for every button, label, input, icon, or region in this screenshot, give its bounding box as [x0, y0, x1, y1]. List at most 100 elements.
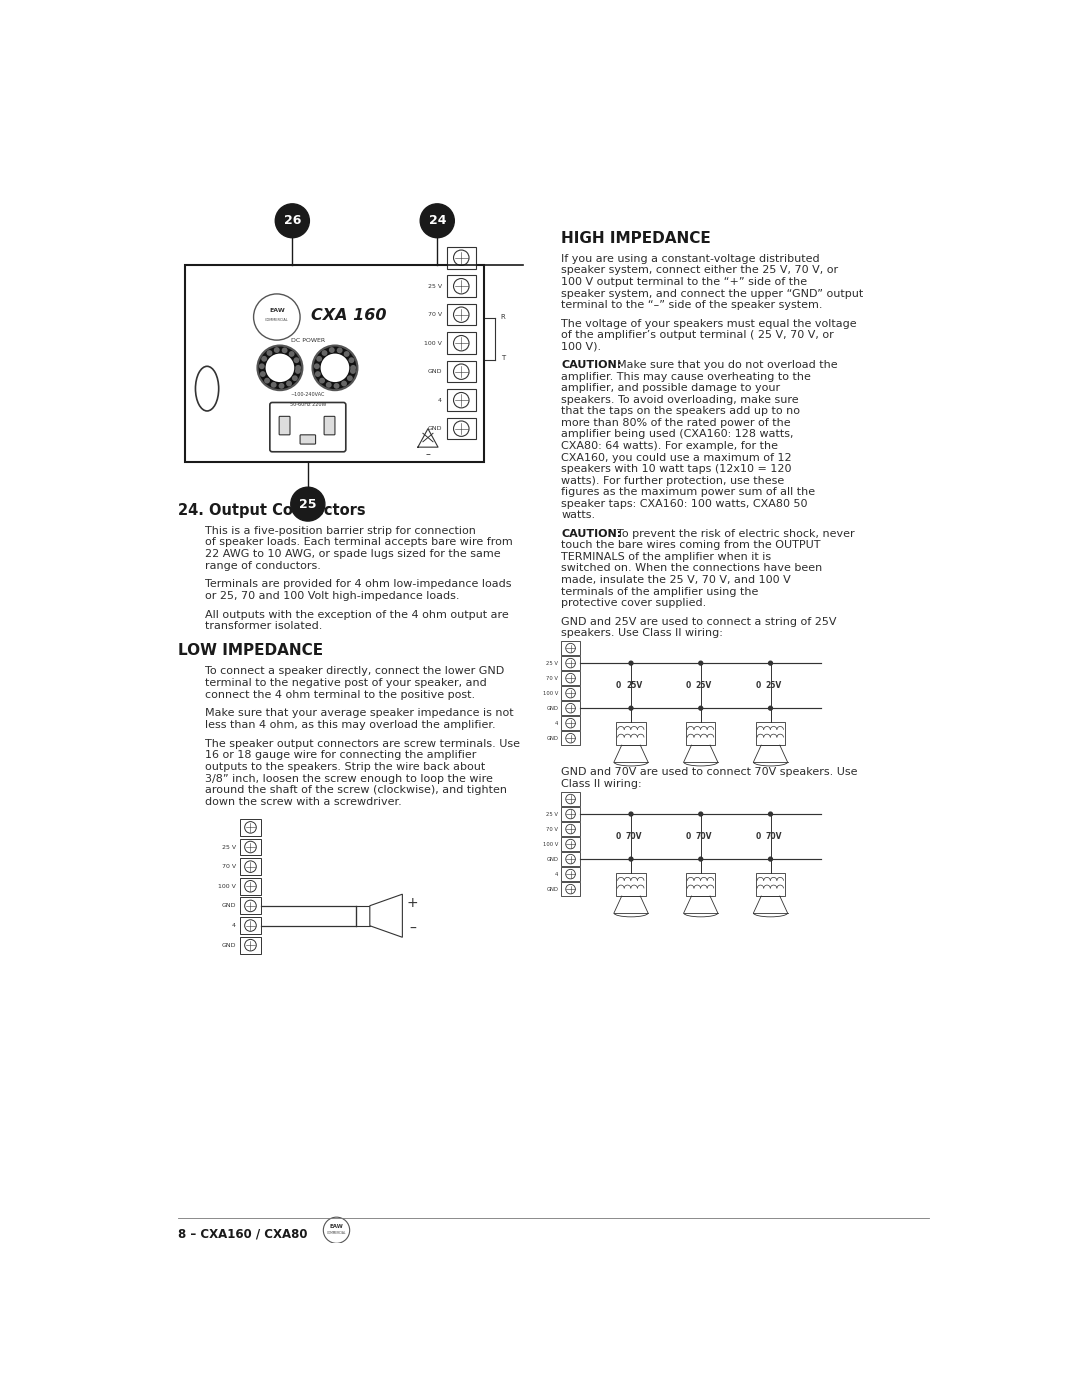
Circle shape [699, 661, 703, 665]
Circle shape [245, 841, 256, 852]
FancyBboxPatch shape [240, 937, 261, 954]
Text: around the shaft of the screw (clockwise), and tighten: around the shaft of the screw (clockwise… [205, 785, 507, 795]
Text: down the screw with a screwdriver.: down the screw with a screwdriver. [205, 798, 402, 807]
Text: CAUTION:: CAUTION: [562, 529, 621, 539]
Text: 0: 0 [686, 682, 691, 690]
Text: speakers with 10 watt taps (12x10 = 120: speakers with 10 watt taps (12x10 = 120 [562, 464, 792, 474]
FancyBboxPatch shape [756, 873, 785, 895]
Circle shape [315, 372, 321, 377]
Text: 100 V).: 100 V). [562, 342, 602, 352]
Circle shape [454, 307, 469, 323]
Text: The voltage of your speakers must equal the voltage: The voltage of your speakers must equal … [562, 319, 856, 328]
Text: GND: GND [546, 705, 558, 711]
Text: The speaker output connectors are screw terminals. Use: The speaker output connectors are screw … [205, 739, 519, 749]
Circle shape [322, 351, 327, 356]
Text: 25 V: 25 V [428, 284, 442, 289]
Ellipse shape [195, 366, 218, 411]
Text: range of conductors.: range of conductors. [205, 560, 321, 571]
Circle shape [566, 673, 576, 683]
Text: 100 V: 100 V [543, 841, 558, 847]
FancyBboxPatch shape [562, 717, 580, 731]
Circle shape [566, 824, 576, 834]
Text: 25V: 25V [766, 682, 782, 690]
Text: more than 80% of the rated power of the: more than 80% of the rated power of the [562, 418, 791, 427]
Text: or 25, 70 and 100 Volt high-impedance loads.: or 25, 70 and 100 Volt high-impedance lo… [205, 591, 459, 601]
Text: GND: GND [546, 856, 558, 862]
FancyBboxPatch shape [279, 416, 291, 434]
FancyBboxPatch shape [446, 390, 476, 411]
Text: amplifier being used (CXA160: 128 watts,: amplifier being used (CXA160: 128 watts, [562, 429, 794, 440]
Text: amplifier. This may cause overheating to the: amplifier. This may cause overheating to… [562, 372, 811, 381]
FancyBboxPatch shape [240, 838, 261, 855]
Circle shape [454, 335, 469, 351]
Circle shape [312, 345, 357, 390]
Circle shape [629, 707, 633, 710]
Text: 70V: 70V [696, 833, 712, 841]
FancyBboxPatch shape [562, 686, 580, 700]
Circle shape [254, 293, 300, 339]
Circle shape [292, 376, 298, 381]
Text: 24. Output Connectors: 24. Output Connectors [177, 503, 365, 518]
Text: TERMINALS of the amplifier when it is: TERMINALS of the amplifier when it is [562, 552, 771, 562]
FancyBboxPatch shape [324, 416, 335, 434]
Text: connect the 4 ohm terminal to the positive post.: connect the 4 ohm terminal to the positi… [205, 690, 475, 700]
Circle shape [259, 363, 265, 369]
Text: CAUTION:: CAUTION: [562, 360, 621, 370]
Text: 25V: 25V [696, 682, 712, 690]
Text: 0: 0 [616, 682, 621, 690]
Text: that the taps on the speakers add up to no: that the taps on the speakers add up to … [562, 407, 800, 416]
Text: 0: 0 [616, 833, 621, 841]
Circle shape [291, 488, 325, 521]
Circle shape [566, 658, 576, 668]
FancyBboxPatch shape [240, 897, 261, 915]
Circle shape [275, 204, 309, 237]
Text: switched on. When the connections have been: switched on. When the connections have b… [562, 563, 823, 573]
Text: touch the bare wires coming from the OUTPUT: touch the bare wires coming from the OUT… [562, 541, 821, 550]
Text: 70V: 70V [625, 833, 643, 841]
Text: 4: 4 [232, 923, 235, 928]
FancyBboxPatch shape [617, 873, 646, 895]
Text: –: – [426, 448, 431, 460]
Circle shape [316, 356, 322, 362]
Circle shape [328, 346, 335, 353]
Polygon shape [369, 894, 403, 937]
FancyBboxPatch shape [356, 905, 369, 926]
Text: 100 V: 100 V [543, 690, 558, 696]
FancyBboxPatch shape [270, 402, 346, 451]
FancyBboxPatch shape [562, 731, 580, 745]
Text: CXA80: 64 watts). For example, for the: CXA80: 64 watts). For example, for the [562, 441, 779, 451]
Circle shape [260, 372, 266, 377]
Circle shape [279, 383, 284, 388]
Text: 70 V: 70 V [428, 312, 442, 317]
Circle shape [326, 381, 332, 388]
Text: 25 V: 25 V [546, 661, 558, 665]
Circle shape [245, 900, 256, 912]
Text: made, insulate the 25 V, 70 V, and 100 V: made, insulate the 25 V, 70 V, and 100 V [562, 576, 791, 585]
Circle shape [347, 376, 353, 381]
FancyBboxPatch shape [186, 265, 484, 462]
FancyBboxPatch shape [300, 434, 315, 444]
Text: R: R [501, 314, 505, 320]
Text: speaker system, and connect the upper “GND” output: speaker system, and connect the upper “G… [562, 289, 864, 299]
Circle shape [454, 365, 469, 380]
Text: of the amplifier’s output terminal ( 25 V, 70 V, or: of the amplifier’s output terminal ( 25 … [562, 330, 834, 339]
Text: Class II wiring:: Class II wiring: [562, 780, 642, 789]
Circle shape [454, 420, 469, 436]
Text: terminals of the amplifier using the: terminals of the amplifier using the [562, 587, 758, 597]
Text: Make sure that your average speaker impedance is not: Make sure that your average speaker impe… [205, 708, 513, 718]
Text: To prevent the risk of electric shock, never: To prevent the risk of electric shock, n… [617, 529, 854, 539]
Text: 100 V: 100 V [218, 884, 235, 888]
Circle shape [566, 795, 576, 803]
Circle shape [261, 356, 267, 362]
Circle shape [286, 380, 292, 387]
Text: 3/8” inch, loosen the screw enough to loop the wire: 3/8” inch, loosen the screw enough to lo… [205, 774, 492, 784]
Text: 0: 0 [756, 682, 760, 690]
Circle shape [566, 689, 576, 698]
Circle shape [267, 351, 272, 356]
Text: 25 V: 25 V [221, 845, 235, 849]
Circle shape [337, 348, 342, 353]
Text: 100 V output terminal to the “+” side of the: 100 V output terminal to the “+” side of… [562, 277, 808, 286]
Text: 50-60Hz 220W: 50-60Hz 220W [289, 401, 326, 407]
Circle shape [245, 821, 256, 833]
FancyBboxPatch shape [446, 332, 476, 353]
